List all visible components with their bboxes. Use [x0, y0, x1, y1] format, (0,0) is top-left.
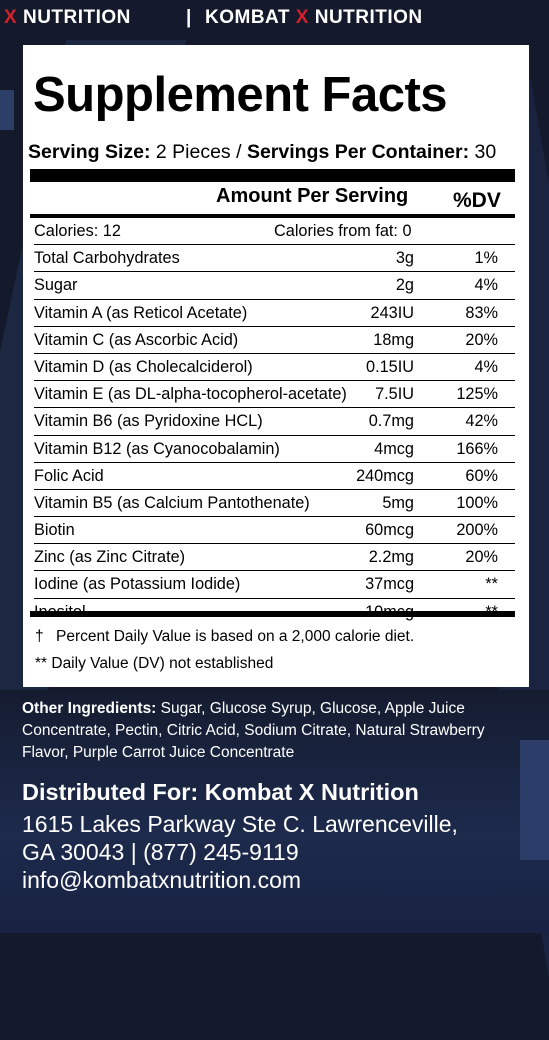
footnote-dv: † Percent Daily Value is based on a 2,000… [35, 628, 415, 645]
serving-info: Serving Size: 2 Pieces / Servings Per Co… [28, 141, 497, 163]
nutrient-dv: 4% [474, 276, 498, 295]
distributor-email: info@kombatxnutrition.com [22, 867, 302, 893]
nutrient-name: Vitamin E (as DL-alpha-tocopherol-acetat… [34, 385, 347, 404]
nutrient-row: Sugar 2g 4% [34, 272, 515, 300]
nutrient-amount: 0.7mg [368, 412, 414, 431]
nutrient-amount: 0.15IU [366, 357, 414, 376]
nutrient-amount: 243IU [370, 303, 414, 322]
nutrient-name: Vitamin B5 (as Calcium Pantothenate) [34, 493, 310, 512]
other-ingredients: Other Ingredients: Sugar, Glucose Syrup,… [22, 700, 485, 761]
nutrient-amount: 4mcg [374, 439, 414, 458]
nutrient-name: Biotin [34, 521, 75, 540]
nutrient-name: Vitamin A (as Reticol Acetate) [34, 303, 248, 322]
nutrient-row: Folic Acid 240mcg 60% [34, 463, 515, 490]
nutrient-amount: 2g [395, 276, 414, 295]
dagger-symbol: † [35, 628, 44, 645]
nutrient-dv: 60% [465, 466, 498, 485]
amount-header: Amount Per Serving [216, 185, 409, 207]
nutrient-row: Iodine (as Potassium Iodide) 37mcg ** [34, 571, 515, 599]
footnote-not-established: ** Daily Value (DV) not established [35, 655, 274, 672]
nutrient-dv: 166% [456, 439, 498, 458]
nutrient-row: Vitamin B5 (as Calcium Pantothenate) 5mg 1… [34, 490, 515, 518]
nutrient-amount: 18mg [373, 330, 414, 349]
nutrient-dv: 100% [456, 493, 498, 512]
nutrient-row: Biotin 60mcg 200% [34, 517, 515, 545]
dv-header: %DV [453, 189, 501, 212]
nutrient-row: Total Carbohydrates 3g 1% [34, 245, 515, 273]
nutrient-row: Zinc (as Zinc Citrate) 2.2mg 20% [34, 544, 515, 572]
bottom-divider [30, 611, 515, 617]
calories-row: Calories: 12 Calories from fat: 0 [34, 218, 515, 246]
calories-label: Calories: 12 [34, 222, 121, 240]
nutrient-dv: 20% [465, 330, 498, 349]
nutrient-amount: 240mcg [356, 466, 414, 485]
nutrient-amount: 7.5IU [375, 385, 414, 404]
nutrient-dv: ** [485, 575, 498, 594]
nutrient-name: Vitamin D (as Cholecalciderol) [34, 357, 253, 376]
nutrient-name: Vitamin B12 (as Cyanocobalamin) [34, 439, 280, 458]
nutrient-amount: 37mcg [365, 575, 414, 594]
nutrient-name: Iodine (as Potassium Iodide) [34, 575, 241, 594]
nutrient-amount: 2.2mg [368, 548, 414, 567]
nutrient-row: Vitamin C (as Ascorbic Acid) 18mg 20% [34, 327, 515, 354]
nutrient-dv: 83% [465, 303, 498, 322]
nutrient-dv: 20% [465, 548, 498, 567]
nutrient-dv: 125% [456, 385, 498, 404]
distributor-address-line-1: 1615 Lakes Parkway Ste C. Lawrenceville, [22, 811, 458, 837]
nutrient-amount: 60mcg [365, 521, 414, 540]
nutrient-row: Vitamin E (as DL-alpha-tocopherol-acetat… [34, 381, 515, 409]
nutrient-amount: 3g [395, 249, 414, 268]
panel-title: Supplement Facts [33, 68, 448, 122]
nutrient-name: Vitamin B6 (as Pyridoxine HCL) [34, 412, 263, 431]
nutrient-dv: 1% [474, 249, 498, 268]
nutrient-name: Vitamin C (as Ascorbic Acid) [34, 330, 239, 349]
brand-text-left: X NUTRITION [4, 7, 131, 28]
nutrient-row: Vitamin B12 (as Cyanocobalamin) 4mcg 166% [34, 436, 515, 463]
nutrient-row: Vitamin A (as Reticol Acetate) 243IU 83% [34, 300, 515, 327]
calories-fat: Calories from fat: 0 [274, 222, 412, 240]
thick-divider [30, 169, 515, 182]
nutrient-dv: 42% [465, 412, 498, 431]
nutrient-dv: 4% [474, 357, 498, 376]
distributor-title: Distributed For: Kombat X Nutrition [22, 779, 419, 805]
nutrient-table: Calories: 12 Calories from fat: 0 Total … [34, 218, 515, 625]
nutrient-name: Folic Acid [34, 466, 104, 485]
brand-banner: X NUTRITION | KOMBAT X NUTRITION [0, 3, 549, 33]
nutrient-name: Zinc (as Zinc Citrate) [34, 548, 186, 567]
nutrient-dv: 200% [456, 521, 498, 540]
header-divider [30, 214, 515, 218]
brand-text-right: KOMBAT X NUTRITION [205, 7, 423, 28]
nutrient-amount: 5mg [382, 493, 414, 512]
nutrient-row: Vitamin B6 (as Pyridoxine HCL) 0.7mg 42% [34, 408, 515, 436]
nutrient-name: Sugar [34, 276, 78, 295]
nutrient-row: Vitamin D (as Cholecalciderol) 0.15IU 4% [34, 354, 515, 382]
supplement-facts-panel: Supplement Facts Serving Size: 2 Pieces … [23, 45, 529, 687]
distributor-address-line-2: GA 30043 | (877) 245-9119 [22, 839, 299, 865]
nutrient-name: Total Carbohydrates [34, 249, 180, 268]
brand-separator: | [186, 7, 192, 28]
